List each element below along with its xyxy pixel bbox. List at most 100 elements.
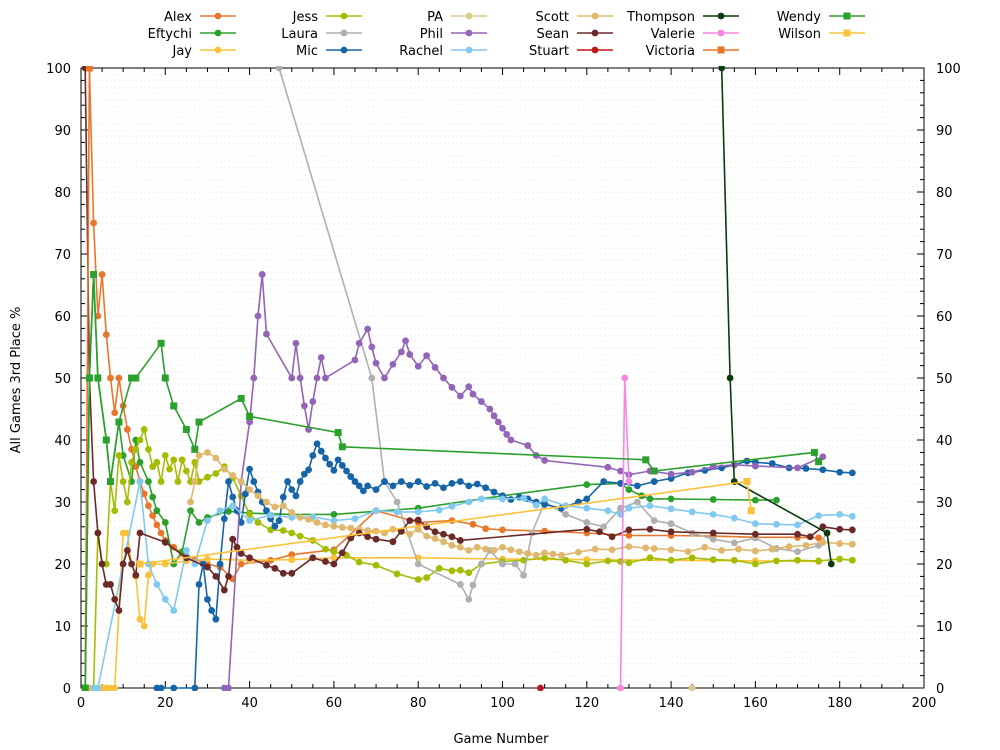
- data-point: [191, 458, 199, 466]
- data-point: [322, 374, 329, 382]
- legend-marker: [717, 12, 725, 20]
- data-point: [317, 447, 325, 455]
- data-point: [414, 516, 422, 524]
- x-tick-label: 120: [574, 696, 599, 711]
- x-tick-label: 100: [490, 696, 515, 711]
- data-point: [532, 501, 540, 509]
- series-valerie: [617, 374, 633, 691]
- data-point: [827, 560, 835, 568]
- data-point: [296, 514, 304, 521]
- data-point: [241, 490, 249, 498]
- data-point: [90, 219, 98, 227]
- data-point: [330, 466, 338, 474]
- data-point: [773, 557, 780, 565]
- data-point: [456, 543, 464, 551]
- x-tick-label: 20: [157, 696, 174, 711]
- data-point: [182, 467, 190, 475]
- data-point: [347, 473, 355, 480]
- data-point: [279, 502, 287, 510]
- data-point: [161, 595, 169, 603]
- y-tick-label: 50: [54, 372, 71, 387]
- data-point: [161, 538, 169, 546]
- legend-label: Wilson: [778, 27, 821, 42]
- data-point: [465, 498, 473, 506]
- data-point: [246, 554, 254, 562]
- y-tick-label: 60: [54, 310, 71, 325]
- data-point: [115, 418, 123, 426]
- data-point: [128, 374, 136, 382]
- legend-item-wendy: Wendy: [777, 10, 865, 25]
- data-point: [499, 495, 506, 503]
- data-point: [111, 409, 119, 417]
- data-point: [182, 546, 190, 554]
- data-point: [317, 354, 325, 361]
- data-point: [300, 470, 308, 478]
- data-point: [650, 467, 658, 475]
- data-point: [149, 493, 157, 501]
- data-point: [583, 525, 591, 533]
- data-point: [288, 551, 296, 559]
- data-point: [191, 445, 199, 453]
- data-point: [191, 684, 199, 691]
- data-point: [414, 478, 422, 485]
- data-point: [195, 418, 203, 426]
- legend-label: Mic: [296, 44, 318, 59]
- data-point: [372, 535, 380, 543]
- data-point: [482, 484, 490, 492]
- data-point: [119, 560, 127, 568]
- data-point: [123, 546, 131, 554]
- data-point: [174, 478, 182, 485]
- data-point: [279, 569, 287, 577]
- series-sean: [81, 66, 856, 614]
- series-line: [189, 451, 853, 557]
- data-point: [191, 478, 199, 485]
- legend-label: Wendy: [777, 10, 822, 25]
- data-point: [111, 684, 119, 691]
- data-point: [250, 374, 258, 382]
- data-point: [351, 478, 359, 485]
- data-point: [625, 532, 633, 539]
- legend-marker: [843, 12, 851, 20]
- legend-item-rachel: Rachel: [399, 44, 487, 59]
- data-point: [123, 498, 131, 506]
- data-point: [157, 478, 165, 485]
- data-point: [246, 418, 254, 426]
- data-point: [233, 543, 241, 551]
- data-point: [562, 511, 570, 518]
- data-point: [465, 482, 473, 490]
- data-point: [600, 523, 608, 531]
- series-pa: [688, 684, 696, 691]
- legend-item-valerie: Valerie: [651, 27, 739, 42]
- data-point: [583, 481, 591, 489]
- data-point: [600, 478, 608, 485]
- data-point: [334, 429, 342, 437]
- data-point: [263, 561, 270, 569]
- data-point: [406, 517, 414, 524]
- data-point: [364, 325, 372, 333]
- data-point: [440, 374, 447, 382]
- data-point: [322, 454, 329, 462]
- data-point: [701, 543, 709, 551]
- data-point: [368, 343, 376, 351]
- data-point: [237, 394, 245, 402]
- data-point: [836, 525, 844, 533]
- data-point: [254, 492, 262, 500]
- data-point: [625, 543, 633, 551]
- y-axis-right: 0 10 20 30 40 50 60 70 80 90 100: [917, 62, 961, 697]
- data-point: [246, 486, 254, 493]
- y-tick-label: 0: [63, 682, 71, 697]
- data-point: [596, 528, 603, 536]
- legend-marker: [591, 29, 599, 37]
- data-point: [157, 529, 165, 537]
- x-tick-label: 40: [241, 696, 258, 711]
- x-tick-label: 80: [410, 696, 427, 711]
- data-point: [608, 546, 616, 554]
- data-point: [848, 469, 856, 477]
- data-point: [583, 560, 591, 568]
- data-point: [330, 522, 338, 530]
- data-point: [709, 529, 717, 537]
- data-point: [229, 471, 237, 479]
- data-point: [355, 529, 363, 537]
- series-line: [84, 67, 853, 611]
